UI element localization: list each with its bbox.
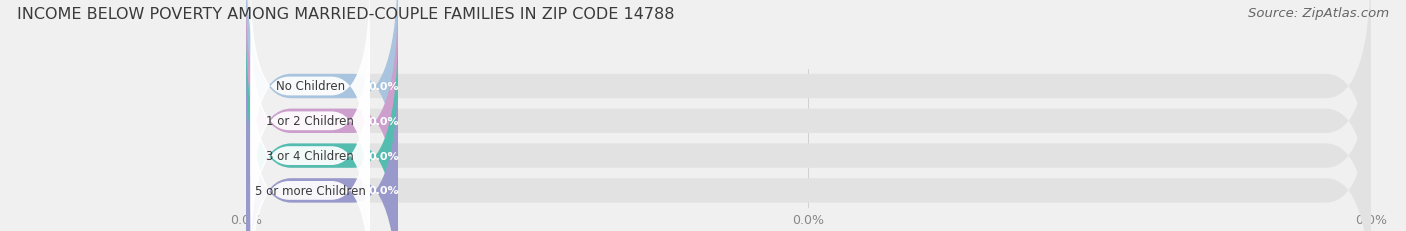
FancyBboxPatch shape xyxy=(246,0,398,213)
Text: Source: ZipAtlas.com: Source: ZipAtlas.com xyxy=(1249,7,1389,20)
FancyBboxPatch shape xyxy=(246,29,1371,231)
FancyBboxPatch shape xyxy=(246,0,1371,231)
Text: 3 or 4 Children: 3 or 4 Children xyxy=(266,149,354,162)
Text: INCOME BELOW POVERTY AMONG MARRIED-COUPLE FAMILIES IN ZIP CODE 14788: INCOME BELOW POVERTY AMONG MARRIED-COUPL… xyxy=(17,7,675,22)
FancyBboxPatch shape xyxy=(246,64,398,231)
Text: No Children: No Children xyxy=(276,80,344,93)
Text: 0.0%: 0.0% xyxy=(368,116,399,126)
FancyBboxPatch shape xyxy=(250,0,370,195)
FancyBboxPatch shape xyxy=(246,64,1371,231)
FancyBboxPatch shape xyxy=(250,47,370,231)
Text: 5 or more Children: 5 or more Children xyxy=(254,184,366,197)
FancyBboxPatch shape xyxy=(246,0,398,231)
Text: 0.0%: 0.0% xyxy=(368,185,399,196)
Text: 0.0%: 0.0% xyxy=(368,151,399,161)
FancyBboxPatch shape xyxy=(246,0,1371,213)
FancyBboxPatch shape xyxy=(246,29,398,231)
FancyBboxPatch shape xyxy=(250,82,370,231)
Text: 1 or 2 Children: 1 or 2 Children xyxy=(266,115,354,128)
FancyBboxPatch shape xyxy=(250,13,370,230)
Text: 0.0%: 0.0% xyxy=(368,82,399,92)
